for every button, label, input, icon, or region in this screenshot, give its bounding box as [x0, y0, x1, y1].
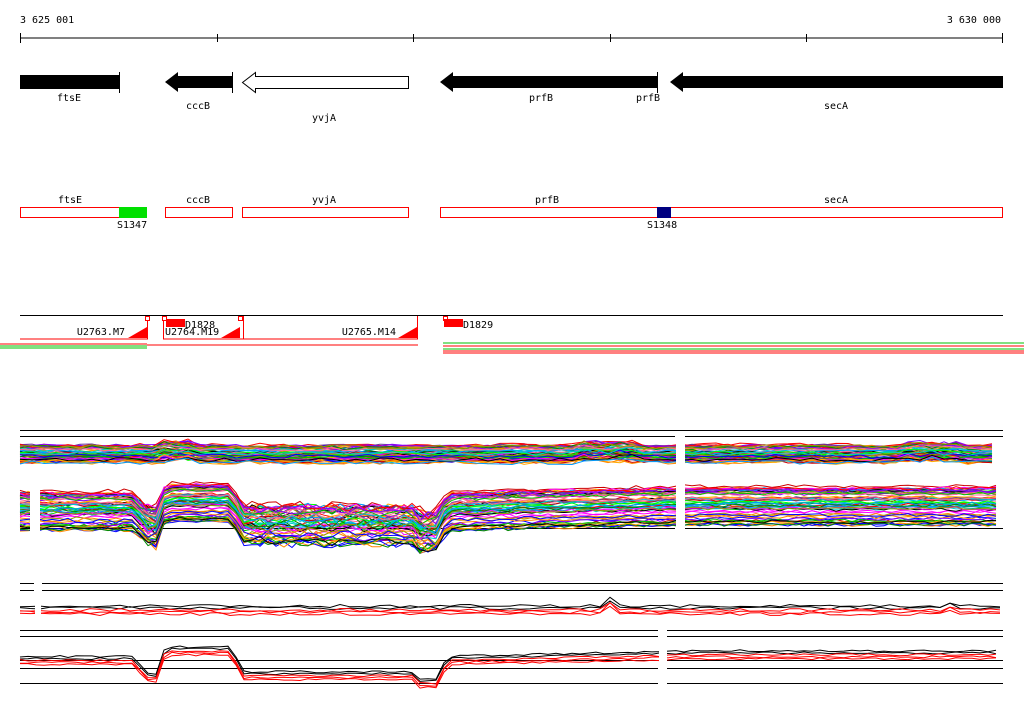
gap-mask — [676, 431, 685, 541]
gene-arrow[interactable] — [670, 72, 1003, 92]
expression-profile-panel — [19, 430, 1003, 555]
promoter-label: D1828 — [185, 320, 215, 331]
tu-bracket — [163, 316, 244, 340]
summary-line — [19, 602, 1001, 613]
terminator-mark[interactable] — [128, 327, 147, 338]
tu-end-box — [145, 316, 150, 321]
gene-label: yvjA — [312, 113, 336, 124]
terminator-label: U2764.M19 — [165, 327, 219, 338]
gene-arrow[interactable] — [20, 75, 119, 89]
gene-secA[interactable]: secA — [670, 72, 1003, 112]
terminator-mark[interactable] — [398, 327, 417, 338]
gap-mask — [659, 628, 667, 690]
gene-cccB[interactable]: cccB — [165, 72, 233, 112]
profile-line — [19, 440, 993, 450]
profile-line — [19, 510, 997, 547]
summary-signal-panel — [19, 580, 1003, 690]
segment-label: prfB — [535, 195, 559, 206]
profile-line — [19, 444, 993, 452]
profile-line — [19, 518, 997, 553]
promoter-label: D1829 — [463, 320, 493, 331]
segment-box[interactable] — [242, 207, 409, 218]
marker-label: S1348 — [647, 220, 677, 231]
tu-bracket — [237, 316, 418, 340]
summary-line — [19, 651, 997, 687]
summary-line — [19, 600, 1001, 611]
ruler-end-label: 3 630 000 — [947, 15, 1001, 26]
tu-end-box — [162, 316, 167, 321]
summary-lines-lower — [19, 645, 997, 689]
profile-line — [19, 509, 997, 546]
summary-line — [19, 645, 997, 680]
gene-label: cccB — [186, 101, 210, 112]
coordinate-ruler: 3 625 001 3 630 000 — [20, 15, 1003, 43]
transcription-unit-track: U2763.M7 U2764.M19 U2765.M14 D1828 D1829 — [0, 315, 1024, 354]
summary-line — [20, 653, 997, 689]
gap-mask — [35, 580, 41, 620]
profile-line — [19, 496, 997, 533]
gene-yvjA[interactable]: yvjA — [241, 71, 409, 125]
segment-label: ftsE — [58, 195, 82, 206]
summary-line — [19, 650, 997, 685]
gene-label: secA — [824, 101, 848, 112]
profile-line — [19, 446, 993, 454]
summary-line — [19, 601, 1001, 615]
gene-prfB[interactable]: prfB prfB — [440, 72, 660, 104]
segment-label: secA — [824, 195, 848, 206]
profile-line — [19, 446, 993, 457]
profile-line — [19, 516, 997, 552]
profile-lines-lower — [19, 481, 997, 555]
marker-S1347[interactable] — [119, 207, 147, 218]
profile-line — [19, 493, 997, 528]
marker-label: S1347 — [117, 220, 147, 231]
gene-label: prfB — [636, 93, 660, 104]
segment-box[interactable] — [165, 207, 233, 218]
gene-track: ftsE cccB yvjA prfB prfB secA — [20, 71, 1003, 125]
gene-arrow[interactable] — [440, 72, 657, 92]
segment-label: yvjA — [312, 195, 336, 206]
terminator-mark[interactable] — [221, 327, 240, 338]
profile-line — [19, 481, 997, 516]
tu-end-box — [238, 316, 243, 321]
profile-line — [19, 502, 997, 537]
summary-line — [19, 596, 1001, 609]
terminator-label: U2765.M14 — [342, 327, 396, 338]
terminator-label: U2763.M7 — [77, 327, 125, 338]
segment-label: cccB — [186, 195, 210, 206]
profile-line — [19, 500, 997, 533]
tu-bracket — [20, 316, 148, 340]
gene-arrow[interactable] — [165, 72, 232, 92]
profile-line — [19, 507, 997, 537]
summary-line — [19, 605, 1001, 617]
summary-line — [19, 647, 997, 682]
profile-line — [19, 488, 997, 526]
profile-line — [19, 485, 997, 522]
profile-line — [19, 488, 997, 525]
segment-box[interactable] — [440, 207, 1003, 218]
marker-S1348[interactable] — [657, 207, 671, 218]
ruler-start-label: 3 625 001 — [20, 15, 74, 26]
profile-line — [19, 515, 997, 553]
promoter-mark[interactable] — [444, 319, 463, 327]
gap-mask — [30, 470, 40, 536]
summary-lines-upper — [19, 596, 1001, 617]
profile-line — [19, 482, 997, 518]
gene-arrow[interactable] — [241, 71, 409, 94]
profile-line — [19, 518, 997, 555]
segment-track: ftsE cccB yvjA prfB secA S1347 S1348 — [20, 195, 1003, 231]
gene-label: ftsE — [57, 93, 81, 104]
profile-lines-upper — [19, 438, 993, 466]
profile-line — [19, 449, 993, 459]
gene-label: prfB — [529, 93, 553, 104]
profile-line — [19, 446, 993, 458]
profile-line — [19, 456, 992, 466]
gene-ftsE[interactable]: ftsE — [20, 72, 120, 104]
promoter-mark[interactable] — [166, 319, 185, 327]
profile-line — [19, 498, 997, 535]
